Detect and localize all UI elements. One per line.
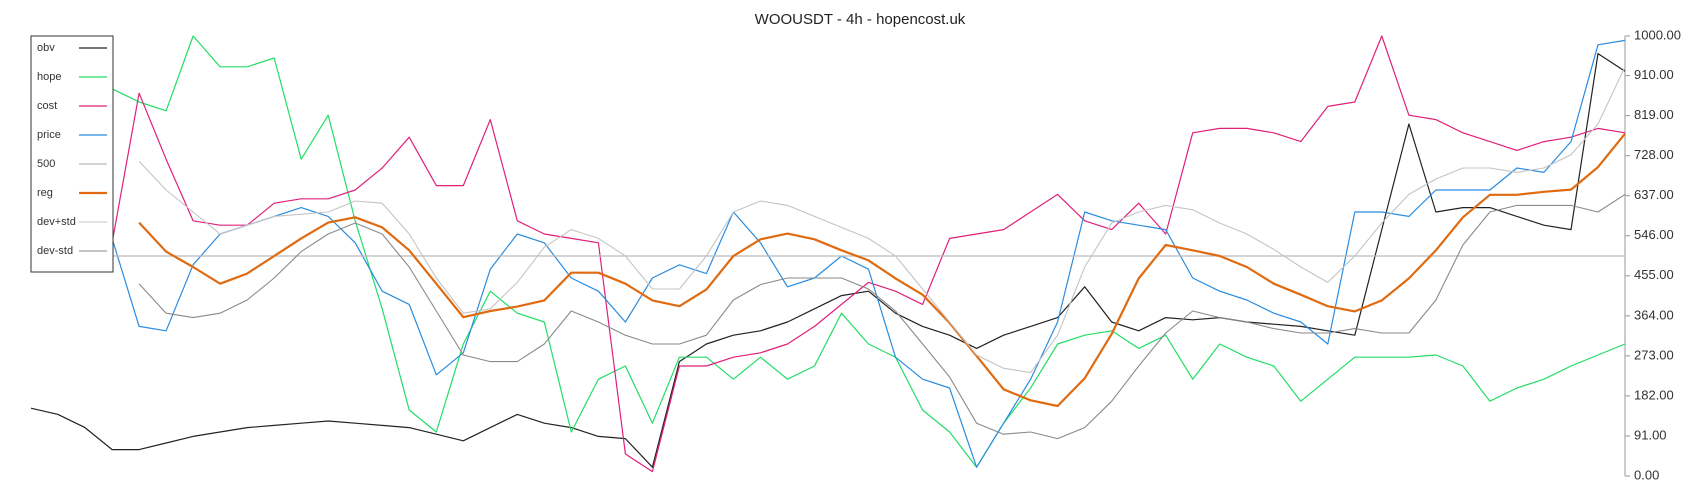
legend-label: hope — [37, 71, 61, 83]
legend-label: cost — [37, 100, 57, 112]
y-tick-label: 728.00 — [1634, 147, 1674, 162]
y-tick-label: 637.00 — [1634, 187, 1674, 202]
series-line — [111, 39, 1626, 468]
y-tick-label: 1000.00 — [1634, 27, 1681, 42]
chart-title: WOOUSDT - 4h - hopencost.uk — [755, 11, 966, 28]
y-tick-label: 91.00 — [1634, 427, 1667, 442]
legend-label: dev+std — [37, 216, 76, 228]
legend-label: 500 — [37, 158, 55, 170]
y-tick-label: 546.00 — [1634, 227, 1674, 242]
legend-label: dev-std — [37, 245, 73, 257]
legend-label: obv — [37, 42, 55, 54]
legend-box — [30, 35, 114, 273]
y-tick-label: 364.00 — [1634, 307, 1674, 322]
legend: obv hope cost price 500 reg dev+std dev-std — [30, 35, 114, 273]
y-tick-label: 0.00 — [1634, 467, 1659, 482]
y-tick-label: 273.00 — [1634, 347, 1674, 362]
legend-label: price — [37, 129, 61, 141]
series-line — [138, 193, 1626, 440]
y-tick-label: 182.00 — [1634, 387, 1674, 402]
series-line — [138, 133, 1626, 408]
legend-label: reg — [37, 187, 53, 199]
plot-area: 0.00 91.00 182.00 273.00 364.00 455.00 546.00 6… — [30, 27, 1681, 482]
series-line — [111, 35, 1626, 468]
series-line — [30, 53, 1626, 468]
series-line — [111, 35, 1626, 473]
series-line — [138, 66, 1626, 374]
y-tick-label: 455.00 — [1634, 267, 1674, 282]
y-tick-label: 819.00 — [1634, 107, 1674, 122]
y-tick-label: 910.00 — [1634, 67, 1674, 82]
